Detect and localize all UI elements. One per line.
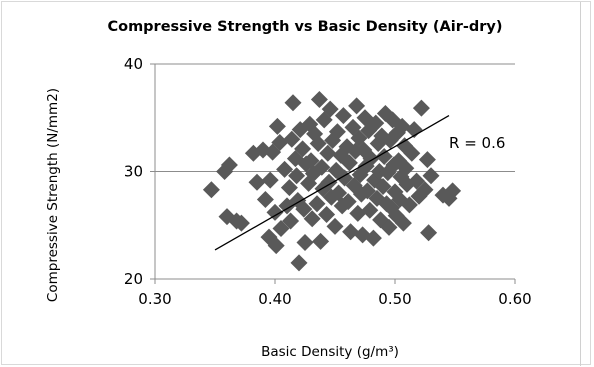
data-point-82 [367,114,385,132]
data-point-22 [283,130,301,148]
data-point-68 [349,204,367,222]
data-point-14 [267,237,285,255]
data-point-20 [280,179,298,197]
data-point-46 [318,206,336,223]
data-point-54 [328,123,346,141]
data-point-116 [418,151,436,169]
axes [150,63,516,284]
data-point-42 [312,232,330,250]
chart-title: Compressive Strength vs Basic Density (A… [107,19,502,35]
data-point-47 [319,144,337,162]
data-point-63 [342,223,360,241]
data-point-105 [394,214,412,232]
data-point-121 [440,189,458,207]
data-point-49 [321,100,339,118]
frame-divider [580,2,581,366]
data-point-5 [232,214,250,232]
data-point-43 [313,158,331,176]
data-point-10 [261,171,279,189]
data-point-61 [339,193,357,211]
tick-labels: 20 30 40 0.30 0.40 0.50 0.60 [124,55,532,308]
data-point-41 [310,90,328,108]
x-tick-label-0.50: 0.50 [378,290,411,308]
data-point-9 [256,190,274,208]
y-axis-label: Compressive Strength (N/mm2) [45,88,61,302]
data-point-52 [326,217,344,235]
x-axis-label: Basic Density (g/m³) [261,344,399,360]
data-point-76 [358,182,376,200]
data-point-40 [309,135,327,153]
data-point-117 [420,224,438,242]
data-point-62 [340,154,358,172]
data-point-23 [284,94,302,112]
data-point-88 [374,178,392,196]
data-point-110 [403,144,421,162]
data-point-58 [334,107,352,125]
data-point-36 [303,210,321,228]
data-point-29 [294,140,312,158]
data-point-16 [271,133,289,151]
data-point-115 [416,181,434,199]
data-point-109 [400,196,418,214]
y-tick-label-20: 20 [124,270,143,288]
data-point-78 [361,201,379,219]
trendline [214,115,450,251]
data-point-15 [268,117,286,135]
y-tick-label-30: 30 [124,163,143,181]
data-point-27 [290,254,308,272]
data-point-0 [202,181,220,199]
data-point-7 [248,173,266,191]
data-point-67 [348,97,366,115]
r-value-annotation: R = 0.6 [449,134,505,152]
data-point-30 [295,200,313,218]
data-point-18 [276,160,294,178]
y-tick-label-40: 40 [124,55,143,73]
data-point-21 [282,212,300,230]
trendline-group [214,115,450,251]
data-point-118 [422,167,440,185]
data-point-2 [220,156,238,174]
data-point-80 [364,229,382,247]
data-point-35 [302,152,320,170]
data-points [202,90,462,272]
data-point-114 [412,99,430,117]
data-point-104 [393,117,411,135]
data-point-17 [272,219,290,237]
data-point-13 [266,203,284,221]
x-tick-label-0.60: 0.60 [498,290,531,308]
data-point-39 [308,195,326,213]
data-point-93 [380,218,398,236]
x-tick-label-0.30: 0.30 [138,290,171,308]
data-point-55 [330,184,348,202]
x-tick-label-0.40: 0.40 [258,290,291,308]
data-point-25 [288,167,306,185]
data-point-89 [375,147,393,165]
data-point-31 [296,233,314,251]
data-point-107 [397,159,415,177]
